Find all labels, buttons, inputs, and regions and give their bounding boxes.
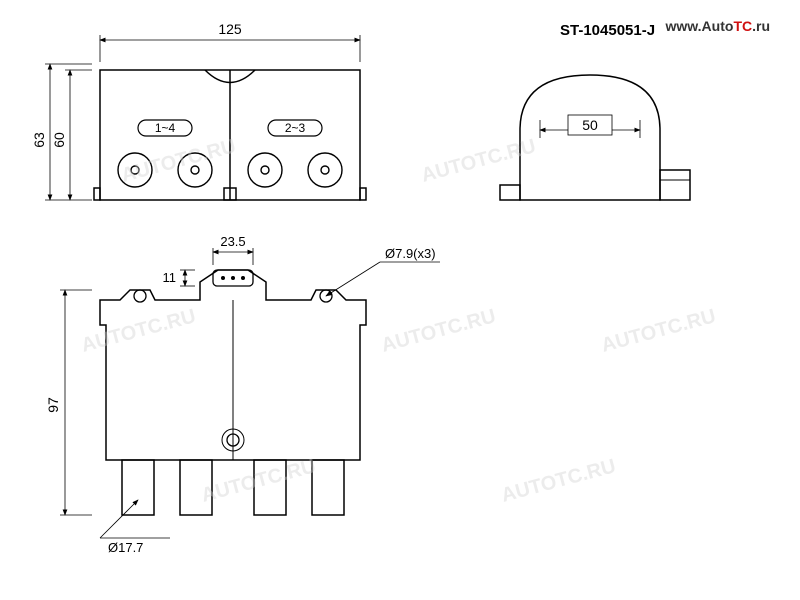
front-view: 1~4 2~3 125 63 60	[31, 21, 366, 200]
dim-23-5: 23.5	[220, 234, 245, 249]
side-view: 50	[500, 75, 690, 200]
terminal-label-left: 1~4	[155, 121, 176, 135]
dim-50: 50	[582, 117, 598, 133]
dim-11: 11	[163, 270, 177, 285]
top-view: 23.5 11 Ø7.9(x3) 97 Ø17.7	[45, 234, 440, 555]
terminal-label-right: 2~3	[285, 121, 306, 135]
site-logo: www.AutoTC.ru	[666, 18, 770, 34]
dim-63: 63	[31, 132, 47, 148]
dim-hole: Ø7.9(x3)	[385, 246, 436, 261]
dim-125: 125	[218, 21, 242, 37]
dim-97: 97	[45, 397, 61, 413]
dim-60: 60	[51, 132, 67, 148]
dim-pin: Ø17.7	[108, 540, 143, 555]
part-number: ST-1045051-J	[560, 22, 655, 39]
engineering-drawing: 1~4 2~3 125 63 60 50	[0, 0, 800, 600]
